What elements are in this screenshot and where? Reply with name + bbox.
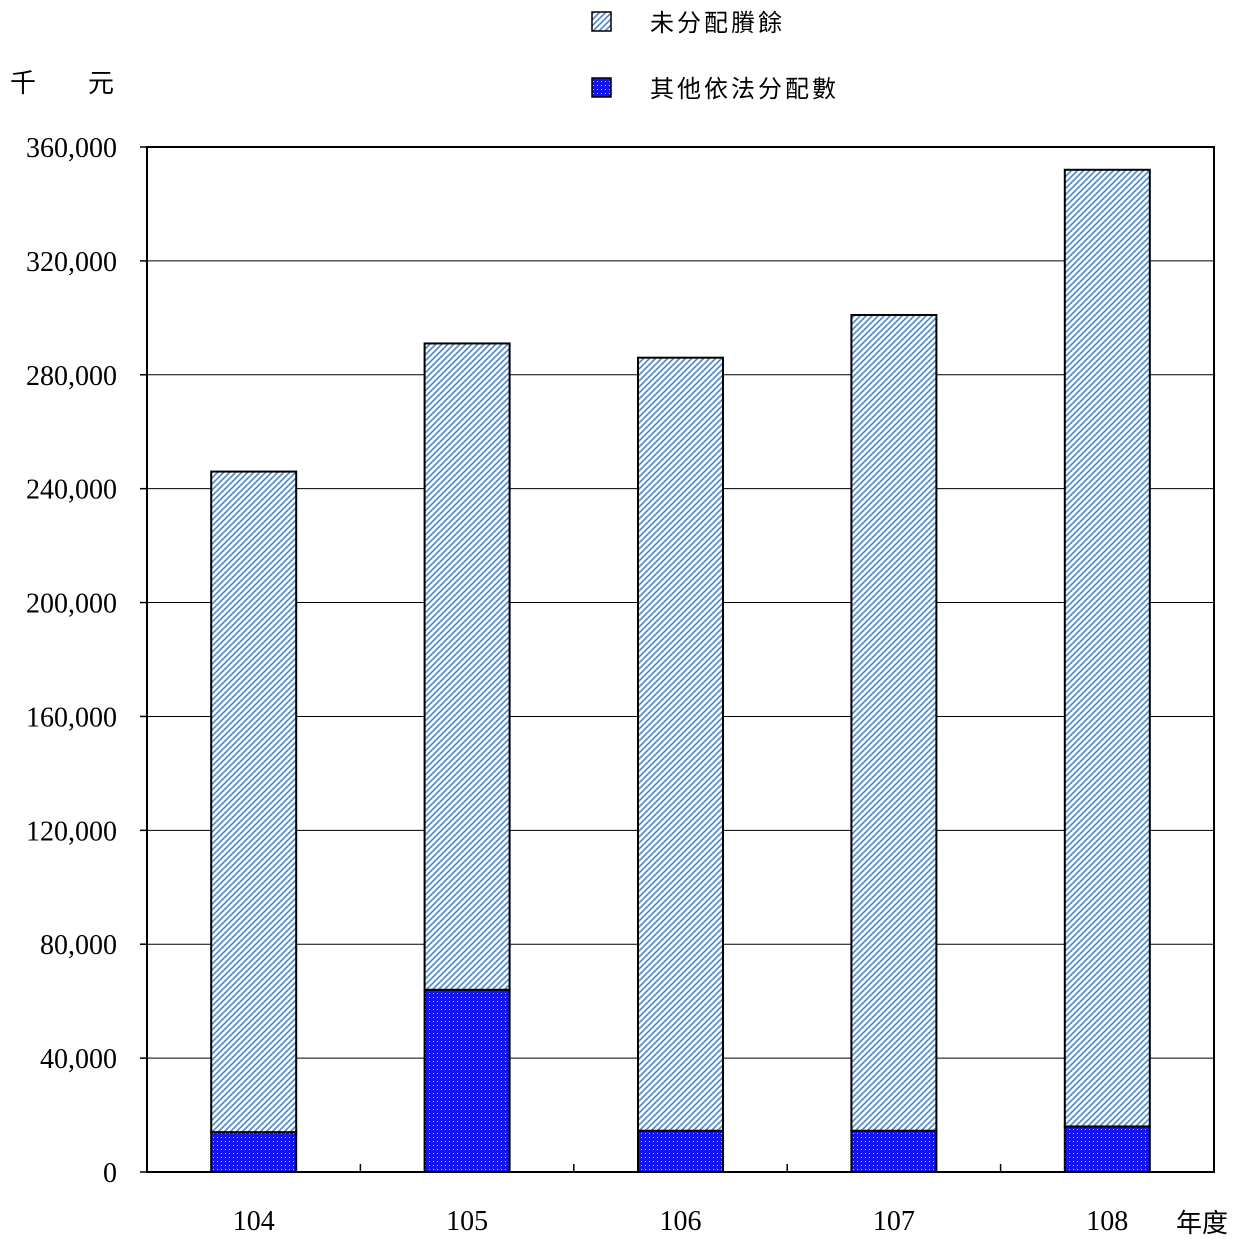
- x-tick-labels: 104 105 106 107 108: [233, 1206, 1129, 1237]
- x-tick-label: 107: [873, 1206, 915, 1237]
- bar-segment-unallocated-106: [637, 356, 724, 1132]
- y-tick-label: 200,000: [26, 589, 117, 620]
- legend-swatch-unallocated: [591, 11, 612, 32]
- x-tick-label: 108: [1086, 1206, 1128, 1237]
- legend: 未分配賸餘 其他依法分配數: [591, 9, 839, 103]
- y-tick-label: 40,000: [40, 1044, 117, 1075]
- bar-segment-unallocated-107: [850, 313, 938, 1132]
- x-tick-label: 104: [233, 1206, 275, 1237]
- bar-segment-other-allocation-107: [850, 1129, 938, 1174]
- bars: [210, 168, 1151, 1174]
- y-tick-label: 80,000: [40, 930, 117, 961]
- legend-label-unallocated: 未分配賸餘: [650, 9, 785, 37]
- bar-segment-other-allocation-106: [637, 1129, 724, 1174]
- x-tick-label: 106: [660, 1206, 702, 1237]
- y-tick-label: 0: [103, 1158, 117, 1189]
- plot-frame: [146, 146, 1215, 1173]
- legend-item-other-allocation: 其他依法分配數: [591, 75, 839, 103]
- y-tick-label: 160,000: [26, 702, 117, 733]
- y-tick-label: 280,000: [26, 361, 117, 392]
- bar-segment-unallocated-104: [210, 470, 298, 1134]
- y-tick-label: 360,000: [26, 133, 117, 164]
- bar-segment-other-allocation-104: [210, 1131, 298, 1174]
- bar-segment-other-allocation-108: [1063, 1125, 1151, 1174]
- bar-segment-other-allocation-105: [423, 988, 511, 1173]
- y-tick-label: 120,000: [26, 816, 117, 847]
- x-tick-label: 105: [446, 1206, 488, 1237]
- y-axis-unit-label: 千 元: [10, 69, 114, 99]
- bar-segment-unallocated-105: [423, 342, 511, 991]
- bar-segment-unallocated-108: [1063, 168, 1151, 1128]
- legend-swatch-other-allocation: [591, 77, 612, 98]
- legend-item-unallocated: 未分配賸餘: [591, 9, 785, 37]
- legend-label-other-allocation: 其他依法分配數: [650, 75, 839, 103]
- x-axis-unit-label: 年度: [1176, 1209, 1228, 1239]
- axes: [140, 146, 1215, 1173]
- y-tick-labels: 0 40,000 80,000 120,000 160,000 200,000 240,00…: [26, 133, 117, 1189]
- y-tick-label: 240,000: [26, 475, 117, 506]
- y-tick-label: 320,000: [26, 247, 117, 278]
